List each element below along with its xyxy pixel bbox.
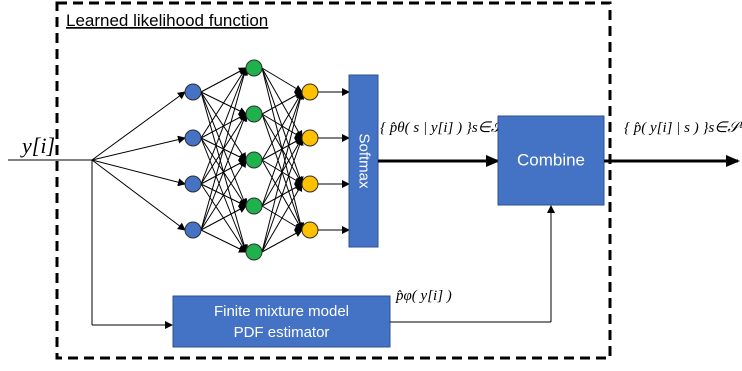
network-edge — [261, 91, 303, 161]
network-edge — [261, 229, 303, 253]
nn-output-label: { p̂θ( s | y[i] ) }s∈𝒮ᴸ — [380, 120, 508, 136]
output-to-softmax-connections — [318, 88, 350, 234]
softmax-label: Softmax — [356, 133, 373, 189]
network-edge — [200, 67, 248, 231]
neuron-node-layer-1 — [184, 83, 202, 101]
input-signal-label: y[i] — [20, 133, 55, 158]
network-connections — [200, 67, 305, 253]
input-fan-edge — [91, 159, 186, 231]
network-edge — [200, 205, 247, 231]
input-fan-edge — [91, 159, 186, 187]
network-edge — [261, 183, 303, 253]
network-edge — [200, 67, 247, 139]
learned-likelihood-frame — [55, 1, 612, 360]
neuron-node-layer-2 — [245, 151, 263, 169]
neuron-node-layer-2 — [245, 197, 263, 215]
pdf-estimator-label-line1: Finite mixture model — [214, 303, 349, 320]
network-edge — [200, 67, 248, 185]
network-edge — [261, 91, 304, 207]
network-edge — [200, 113, 248, 231]
neuron-node-layer-2 — [245, 105, 263, 123]
neuron-node-layer-3 — [301, 83, 319, 101]
input-fan-edge — [91, 91, 186, 161]
neuron-node-layer-2 — [245, 243, 263, 261]
neuron-node-layer-1 — [184, 129, 202, 147]
neuron-node-layer-1 — [184, 221, 202, 239]
network-edge — [261, 91, 305, 253]
network-edge — [200, 67, 247, 93]
input-fan-connections — [91, 91, 186, 231]
neuron-node-layer-1 — [184, 175, 202, 193]
pdf-estimator-block — [172, 295, 391, 348]
input-fan-edge — [91, 135, 186, 161]
pdf-output-label: p̂φ( y[i] ) — [395, 288, 452, 304]
neural-network — [184, 59, 319, 261]
pdf-to-combine-wiring — [390, 205, 555, 323]
network-edge — [261, 67, 303, 93]
network-edge — [200, 159, 247, 231]
neuron-node-layer-3 — [301, 175, 319, 193]
combine-label: Combine — [517, 150, 585, 169]
combine-block — [497, 115, 605, 206]
neuron-node-layer-3 — [301, 129, 319, 147]
softmax-block — [348, 74, 379, 248]
network-edge — [200, 229, 247, 253]
input-wiring — [8, 159, 173, 329]
frame-title: Learned likelihood function — [66, 11, 268, 30]
final-output-label: { p̂( y[i] | s ) }s∈𝒮ᴸ — [624, 120, 742, 136]
pdf-estimator-label-line2: PDF estimator — [234, 324, 330, 341]
neuron-node-layer-3 — [301, 221, 319, 239]
network-edge — [261, 137, 304, 253]
neuron-node-layer-2 — [245, 59, 263, 77]
